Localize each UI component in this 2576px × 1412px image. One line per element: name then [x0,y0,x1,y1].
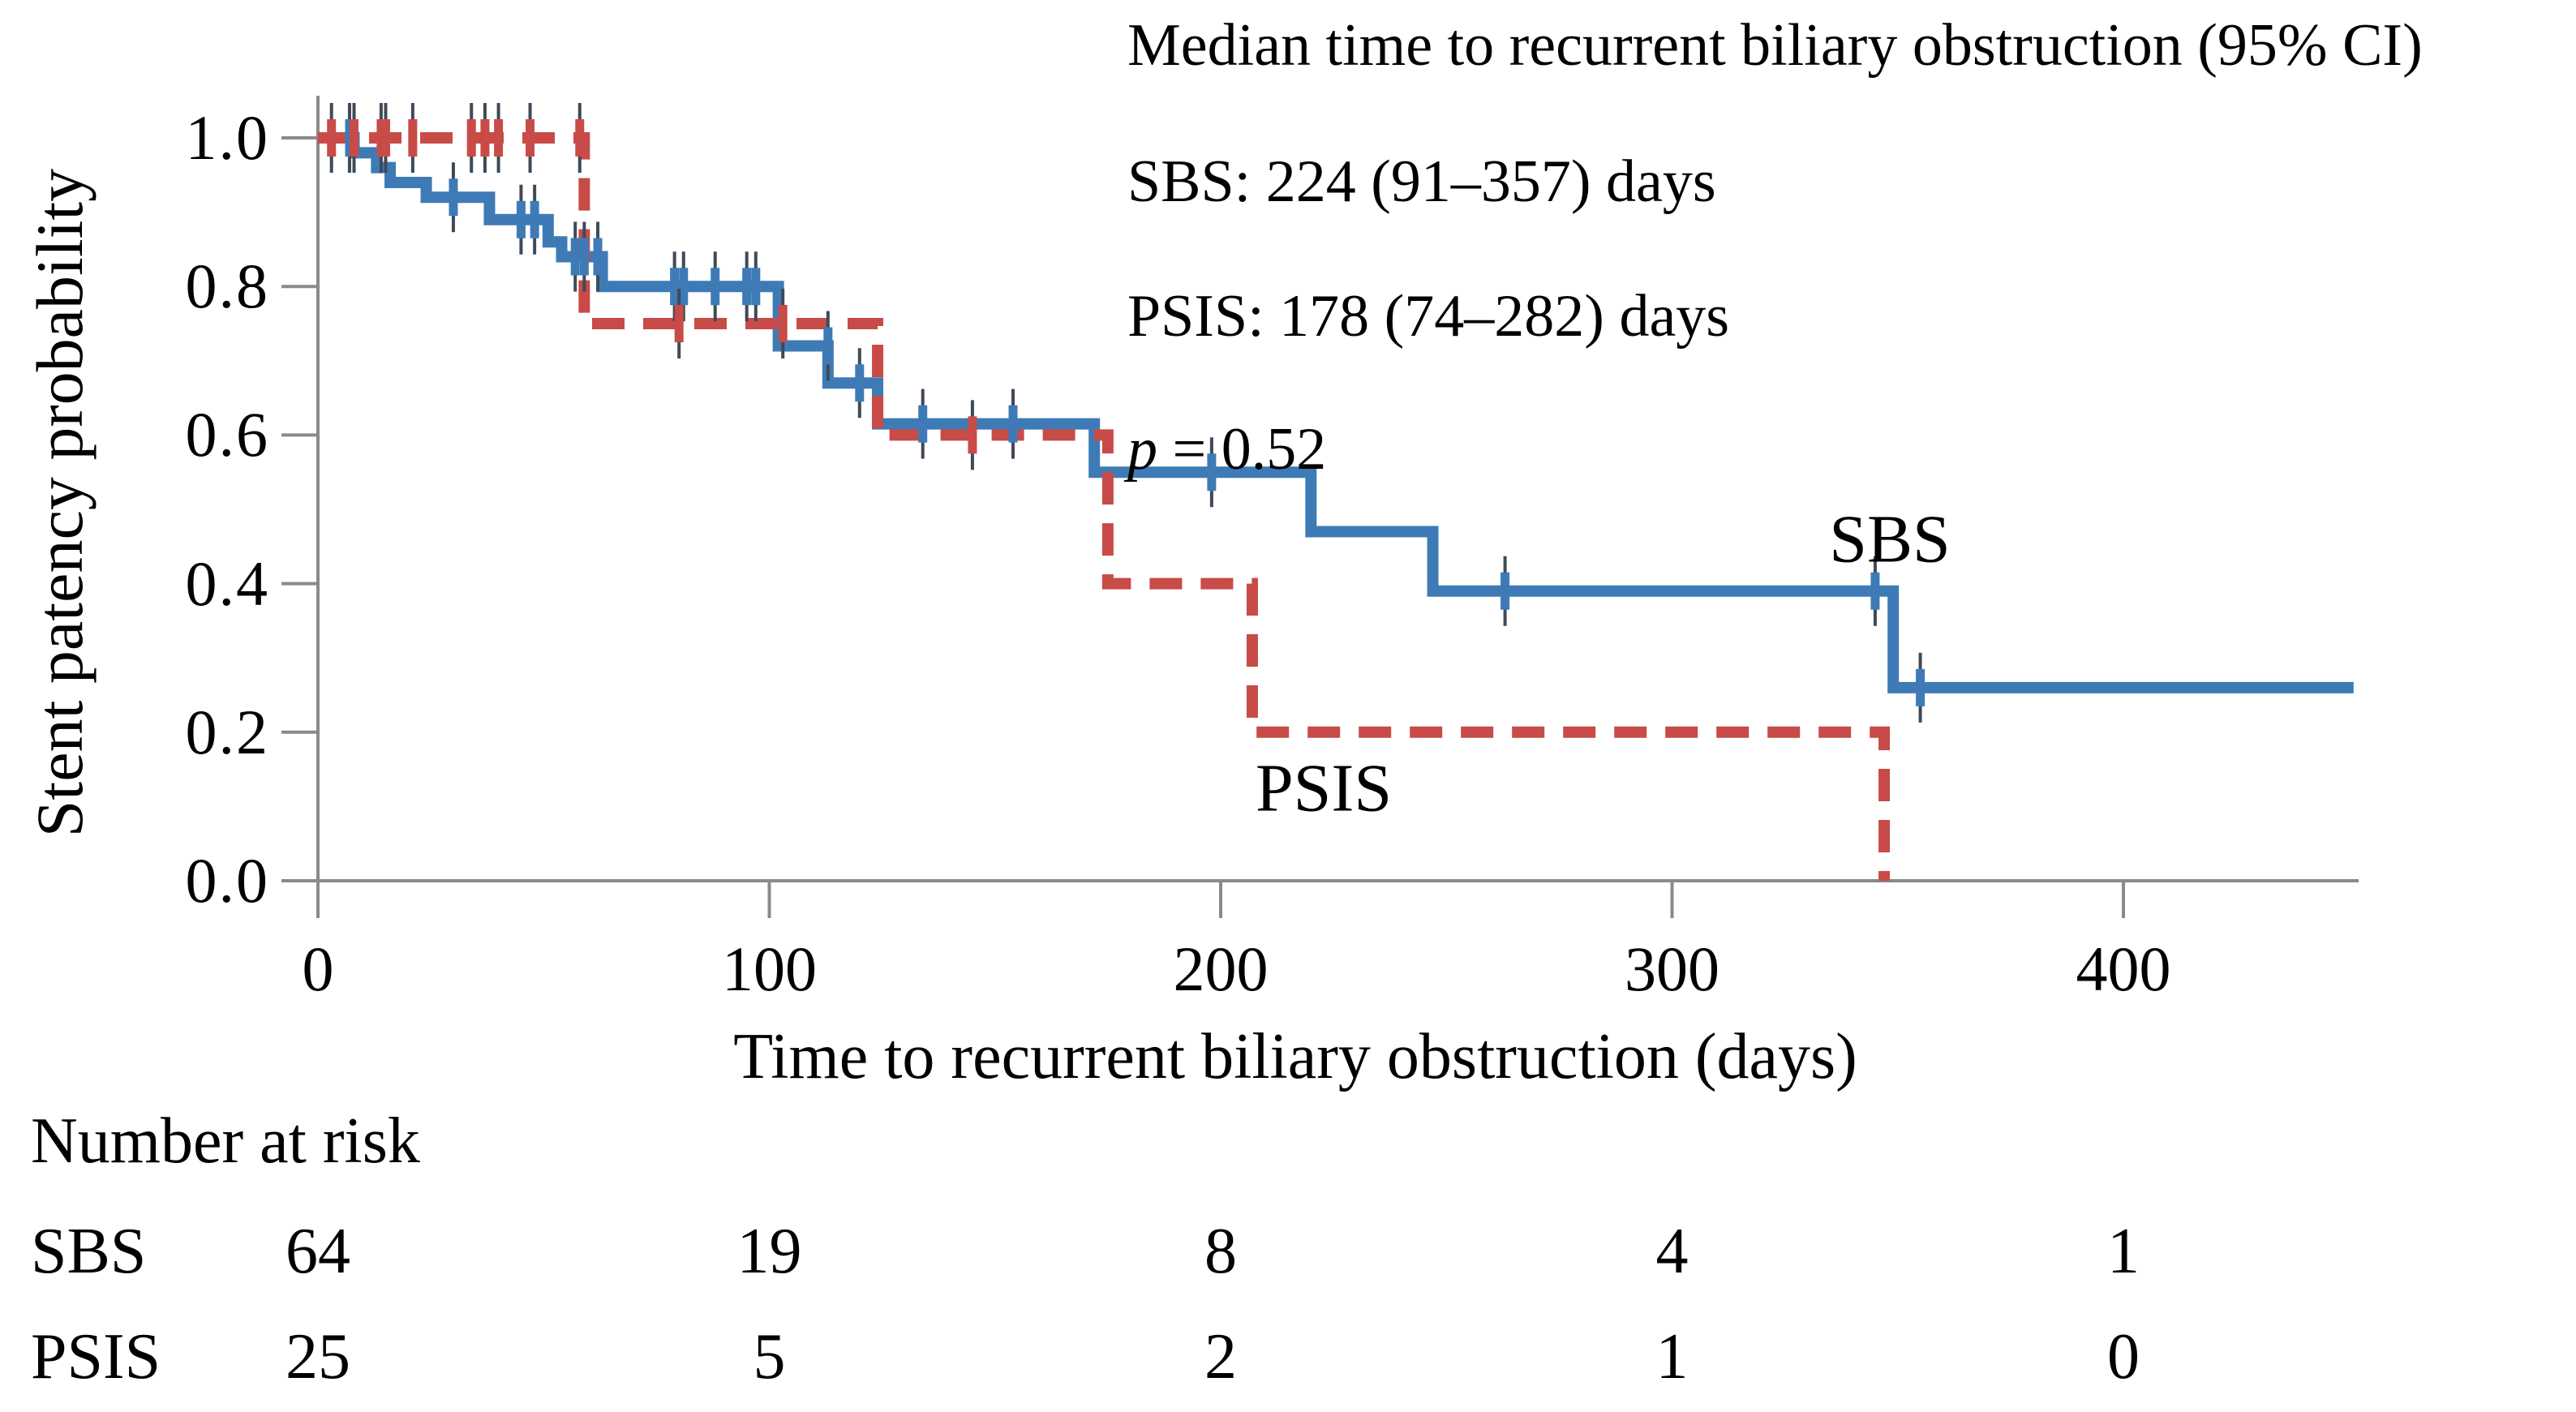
x-axis-title: Time to recurrent biliary obstruction (d… [733,1021,1857,1092]
p-value-text: = 0.52 [1157,416,1327,483]
p-symbol: p [1127,416,1157,483]
risk-cell-sbs-0: 64 [286,1216,350,1287]
y-tick-label-0.8: 0.8 [185,251,269,322]
y-tick-label-0.2: 0.2 [185,696,269,767]
risk-cell-psis-4: 0 [2107,1321,2140,1393]
y-axis-title: Stent patency probability [23,168,97,838]
annotation-sbs-median: SBS: 224 (91–357) days [1127,148,1716,215]
y-tick-label-0.4: 0.4 [185,547,269,619]
y-tick-label-1.0: 1.0 [185,102,269,173]
risk-cell-psis-2: 2 [1204,1321,1237,1393]
risk-cell-sbs-2: 8 [1204,1216,1237,1287]
risk-cell-psis-0: 25 [286,1321,350,1393]
y-tick-label-0.6: 0.6 [185,399,269,470]
number-at-risk-header: Number at risk [31,1105,420,1177]
sbs-survival-curve [318,132,2354,693]
x-tick-label-100: 100 [722,933,817,1004]
psis-curve-label: PSIS [1255,750,1393,826]
y-tick-label-0.0: 0.0 [185,845,269,916]
risk-cell-psis-3: 1 [1655,1321,1689,1393]
x-tick-label-0: 0 [302,933,334,1004]
annotation-p-value: p = 0.52 [1127,415,1326,483]
risk-cell-psis-1: 5 [753,1321,786,1393]
risk-row-label-psis: PSIS [31,1321,161,1393]
sbs-curve-label: SBS [1829,501,1951,577]
x-tick-label-200: 200 [1173,933,1269,1004]
annotation-psis-median: PSIS: 178 (74–282) days [1127,283,1730,350]
risk-cell-sbs-1: 19 [736,1216,802,1287]
risk-cell-sbs-4: 1 [2107,1216,2140,1287]
risk-cell-sbs-3: 4 [1655,1216,1689,1287]
risk-row-label-sbs: SBS [31,1216,147,1287]
annotation-median-title: Median time to recurrent biliary obstruc… [1127,12,2423,79]
x-tick-label-400: 400 [2076,933,2171,1004]
psis-survival-curve [318,132,1891,881]
x-tick-label-300: 300 [1625,933,1719,1004]
